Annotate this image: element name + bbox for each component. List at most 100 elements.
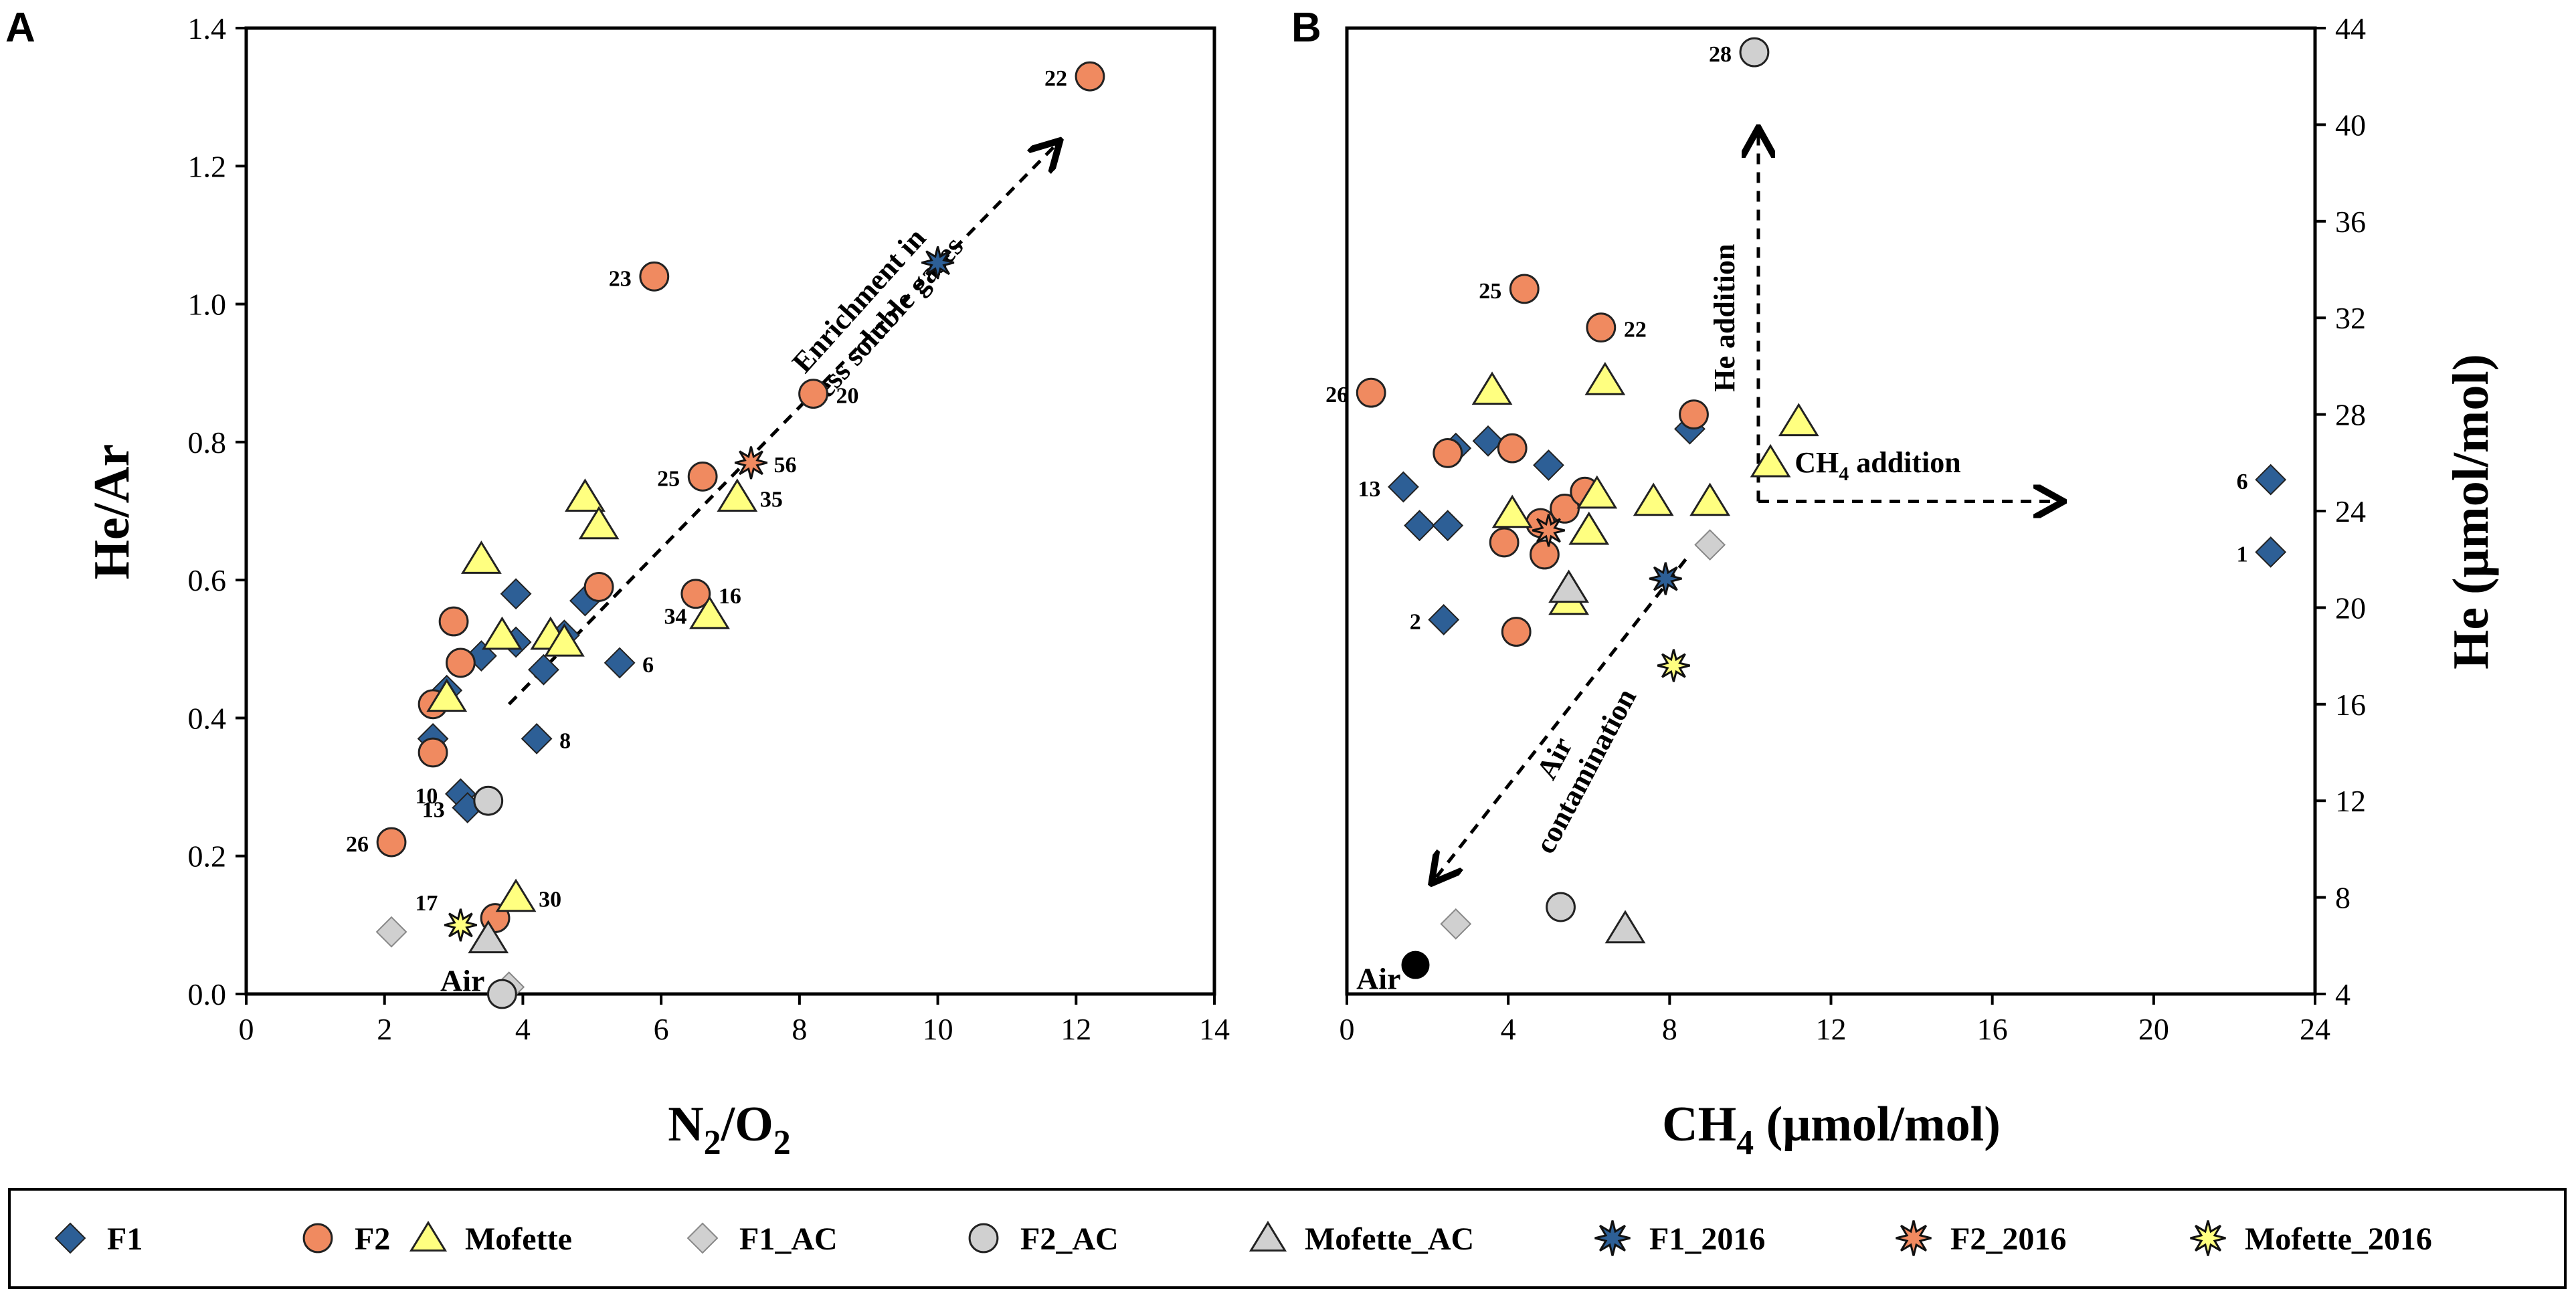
f1-point-a (528, 654, 559, 686)
point-label-a: 26 (346, 832, 369, 857)
y-tick-label-b: 12 (2335, 784, 2366, 818)
legend-label-mofette: Mofette (465, 1221, 572, 1257)
point-label-a: 13 (422, 798, 445, 823)
f1-2016-point-b (1649, 562, 1682, 595)
he-addition-annotation: He addition (1708, 244, 1741, 392)
f2-point-b (1497, 433, 1528, 464)
legend-label-f2-2016: F2_2016 (1950, 1221, 2066, 1257)
legend-label-f1-ac: F1_AC (739, 1221, 838, 1257)
f2-point-b (1489, 527, 1520, 558)
x-title-b-main: CH (1662, 1097, 1736, 1152)
legend-marker-f1-ac (686, 1222, 719, 1254)
x-tick-label-a: 2 (377, 1012, 392, 1046)
y-tick-label-b: 4 (2335, 977, 2351, 1011)
mofette-point-a (495, 878, 537, 912)
y-tick-label-a: 1.2 (188, 149, 227, 183)
mofette-point-a (689, 595, 730, 629)
x-tick-label-a: 6 (654, 1012, 669, 1046)
f2-ac-point-b (1546, 892, 1576, 922)
ch4-addition-rest: addition (1849, 446, 1961, 479)
mofette-point-b (1778, 403, 1819, 437)
f1-point-a (521, 722, 553, 755)
trend-arrow-a (507, 145, 1056, 706)
f2-point-a (418, 737, 448, 768)
x-title-a-sub2: 2 (773, 1124, 791, 1162)
f2-point-b (1530, 539, 1560, 570)
trend-arrow-b (1436, 558, 1687, 878)
air-point-b (1401, 951, 1430, 979)
f2-point-a (687, 462, 718, 492)
f1-point-b (1533, 449, 1564, 481)
mofette-ac-point-b (1604, 910, 1646, 944)
legend-marker-mofette (409, 1221, 448, 1252)
x-tick-label-b: 20 (2138, 1012, 2169, 1046)
panel-a: A 0.0 0.2 0.4 0.6 0.8 1.0 1.2 1.4 0 2 4 6 8 10 12 14 E… (5, 5, 1230, 1162)
point-label-a: 20 (836, 384, 859, 409)
y-tick-label-b: 16 (2335, 688, 2366, 722)
point-label-a: 16 (719, 584, 741, 609)
f1-point-b (1428, 604, 1460, 635)
f1-point-a (604, 647, 636, 679)
panel-b-letter: B (1291, 5, 1321, 51)
point-label-b: 13 (1358, 477, 1380, 502)
mofette-point-a (461, 540, 502, 574)
point-label-b: 26 (1325, 383, 1348, 407)
x-tick-label-b: 24 (2300, 1012, 2330, 1046)
mofette-point-b (1584, 361, 1626, 395)
y-tick-label-a: 0.4 (188, 701, 227, 735)
mofette-point-b (1471, 371, 1513, 405)
x-title-a-mid: /O (721, 1097, 773, 1152)
legend-label-f1-2016: F1_2016 (1649, 1221, 1765, 1257)
f2-point-a (639, 261, 670, 292)
legend-marker-mofette-ac (1249, 1221, 1287, 1252)
enrichment-annotation: Enrichment in less soluble gases (778, 207, 970, 409)
f2-point-b (1501, 617, 1532, 647)
y-tick-label-a: 0.0 (188, 977, 227, 1011)
mofette-point-b (1750, 443, 1791, 478)
mofette-point-a (544, 623, 585, 657)
mofette-point-a (578, 506, 620, 540)
point-label-b: 25 (1479, 279, 1501, 304)
x-tick-label-b: 12 (1816, 1012, 1847, 1046)
f2-ac-point-a (473, 785, 504, 816)
legend-marker-f2-2016 (1896, 1220, 1932, 1256)
x-tick-label-b: 16 (1977, 1012, 2008, 1046)
air-label-b: Air (1356, 962, 1400, 996)
x-tick-label-a: 14 (1199, 1012, 1230, 1046)
mofette-point-b (1633, 482, 1674, 516)
legend-marker-mofette-2016 (2190, 1220, 2226, 1256)
x-tick-label-a: 4 (515, 1012, 531, 1046)
point-label-b: 22 (1624, 318, 1647, 342)
f2-ac-point-a (487, 979, 517, 1009)
x-tick-label-b: 8 (1662, 1012, 1677, 1046)
legend-label-mofette-2016: Mofette_2016 (2245, 1221, 2432, 1257)
f2-point-a (446, 647, 476, 678)
ch4-addition-sub: 4 (1839, 463, 1849, 485)
x-tick-label-b: 4 (1501, 1012, 1516, 1046)
f2-point-a (1075, 61, 1105, 92)
point-label-a: 35 (760, 487, 783, 512)
x-tick-label-b: 0 (1340, 1012, 1355, 1046)
mofette-2016-point-a (444, 908, 477, 942)
x-tick-label-a: 8 (792, 1012, 807, 1046)
x-axis-a: 0 2 4 6 8 10 12 14 (239, 994, 1230, 1046)
y-axis-b: 4 8 12 16 20 24 28 32 36 40 44 (2315, 11, 2366, 1011)
point-label-a: 23 (609, 266, 632, 291)
point-label-a: 17 (415, 891, 438, 916)
f2-2016-point-b (1532, 514, 1566, 547)
y-axis-a: 0.0 0.2 0.4 0.6 0.8 1.0 1.2 1.4 (188, 11, 246, 1011)
y-tick-label-b: 24 (2335, 494, 2366, 528)
f1-point-b (1404, 510, 1435, 542)
y-tick-label-b: 44 (2335, 11, 2366, 45)
y-tick-label-b: 32 (2335, 301, 2366, 335)
legend-marker-f2 (302, 1223, 333, 1254)
y-tick-label-a: 0.6 (188, 563, 227, 597)
x-title-b-rest: (μmol/mol) (1754, 1097, 2001, 1152)
x-axis-b: 0 4 8 12 16 20 24 (1340, 994, 2330, 1046)
x-title-b-sub: 4 (1736, 1124, 1754, 1162)
arrows-b (1436, 134, 2057, 878)
point-label-a: 25 (657, 466, 680, 491)
f2-2016-point-a (734, 446, 768, 480)
point-label-a: 56 (774, 453, 797, 478)
